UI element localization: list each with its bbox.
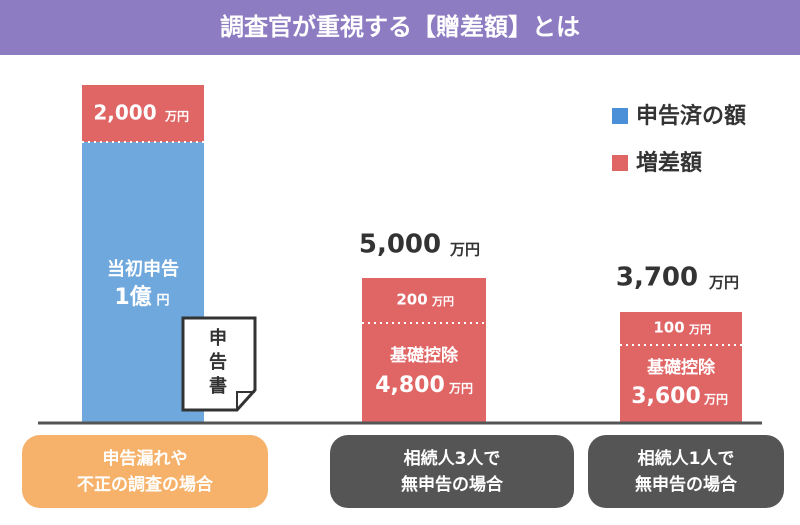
case-label: 無申告の場合	[635, 474, 738, 495]
amount: 1億	[114, 284, 151, 310]
amount: 4,800	[375, 373, 445, 398]
document-icon	[181, 316, 257, 412]
amount: 2,000	[93, 101, 156, 125]
unit: 万円	[164, 110, 189, 124]
case-box	[22, 435, 268, 508]
title-bar	[0, 0, 800, 55]
amount: 100	[653, 319, 684, 337]
amount: 3,600	[631, 384, 701, 409]
case-box	[330, 435, 574, 508]
bar-segment	[82, 85, 204, 142]
unit: 万円	[688, 323, 711, 336]
document-fold	[236, 391, 255, 410]
legend-swatch	[612, 155, 628, 171]
total-amount: 5,000	[359, 230, 441, 260]
legend-swatch	[612, 108, 628, 124]
bar-label: 基礎控除	[646, 357, 716, 378]
total-amount: 3,700	[616, 263, 698, 293]
unit: 万円	[431, 295, 454, 308]
case-label: 不正の調査の場合	[77, 474, 214, 495]
unit: 万円	[703, 393, 728, 407]
document-char: 告	[209, 351, 227, 373]
unit: 万円	[449, 241, 480, 259]
bar-label: 基礎控除	[389, 345, 459, 366]
unit: 万円	[708, 274, 739, 292]
document-char: 書	[209, 376, 227, 397]
bar-label: 当初申告	[107, 258, 179, 280]
title: 調査官が重視する【贈差額】とは	[220, 13, 580, 41]
bar-segment	[362, 278, 486, 422]
case-label: 相続人1人で	[638, 448, 735, 469]
amount: 200	[396, 291, 427, 309]
legend-label: 申告済の額	[636, 103, 746, 129]
case-label: 無申告の場合	[401, 474, 504, 495]
case-box	[588, 435, 784, 508]
unit: 万円	[448, 382, 473, 396]
legend-label: 増差額	[636, 150, 702, 176]
unit: 円	[156, 294, 169, 309]
case-label: 申告漏れや	[103, 448, 188, 469]
case-label: 相続人3人で	[404, 448, 501, 469]
document-char: 申	[209, 327, 227, 349]
bar-segment	[620, 312, 742, 422]
